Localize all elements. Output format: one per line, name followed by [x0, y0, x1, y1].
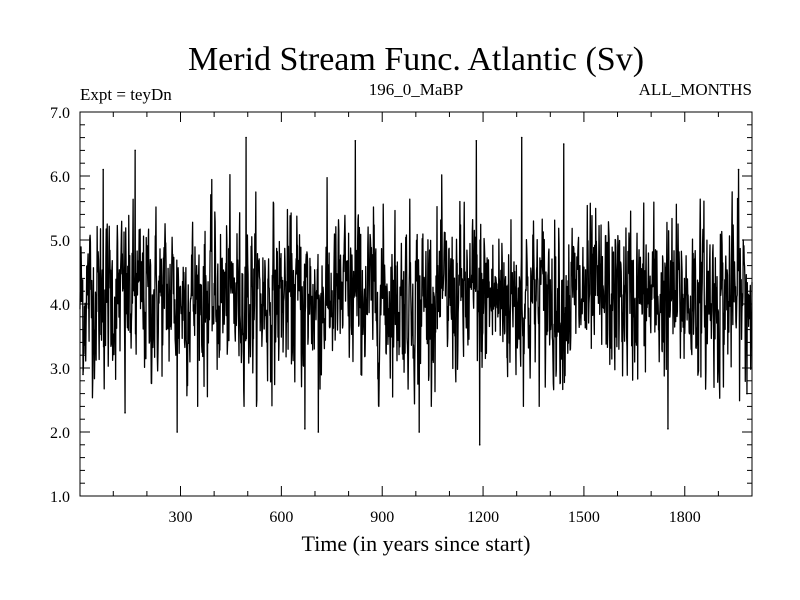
y-tick-label: 2.0 [50, 425, 70, 442]
series-line [79, 136, 753, 446]
y-tick-label: 4.0 [50, 297, 70, 314]
x-tick-label: 1800 [669, 509, 701, 526]
x-tick-label: 1200 [467, 509, 499, 526]
y-tick-label: 1.0 [50, 489, 70, 506]
extreme-point [418, 431, 420, 433]
y-tick-label: 6.0 [50, 169, 70, 186]
extreme-point [478, 444, 481, 446]
extreme-point [520, 136, 523, 139]
axis-layer: 1.0 2.0 3.0 4.0 5.0 6.0 7.0 300 600 900 1200 1500 18… [50, 105, 752, 526]
x-tick-label: 900 [370, 509, 394, 526]
extreme-point [124, 412, 126, 414]
series-layer [79, 136, 753, 446]
y-tick-label: 3.0 [50, 361, 70, 378]
y-tick-label: 5.0 [50, 233, 70, 250]
chart-title: Merid Stream Func. Atlantic (Sv) [188, 41, 644, 78]
y-tick-label: 7.0 [50, 105, 70, 122]
subtitle-left: Expt = teyDn [80, 85, 172, 104]
extreme-point [317, 431, 320, 433]
x-tick-label: 1500 [568, 509, 600, 526]
extreme-point [82, 373, 84, 376]
extreme-point [304, 428, 306, 430]
subtitle-center: 196_0_MaBP [369, 80, 463, 99]
x-tick-label: 300 [169, 509, 193, 526]
extreme-point [562, 143, 565, 145]
extreme-point [354, 140, 357, 142]
x-tick-label: 600 [269, 509, 293, 526]
subtitle-right: ALL_MONTHS [639, 80, 752, 99]
extreme-point [737, 168, 740, 171]
extreme-point [667, 428, 669, 430]
extreme-point [134, 149, 136, 152]
extreme-point [176, 431, 178, 433]
extreme-point [475, 140, 478, 142]
x-axis-label: Time (in years since start) [302, 531, 531, 556]
extreme-point [245, 136, 247, 139]
extreme-point [102, 168, 104, 171]
